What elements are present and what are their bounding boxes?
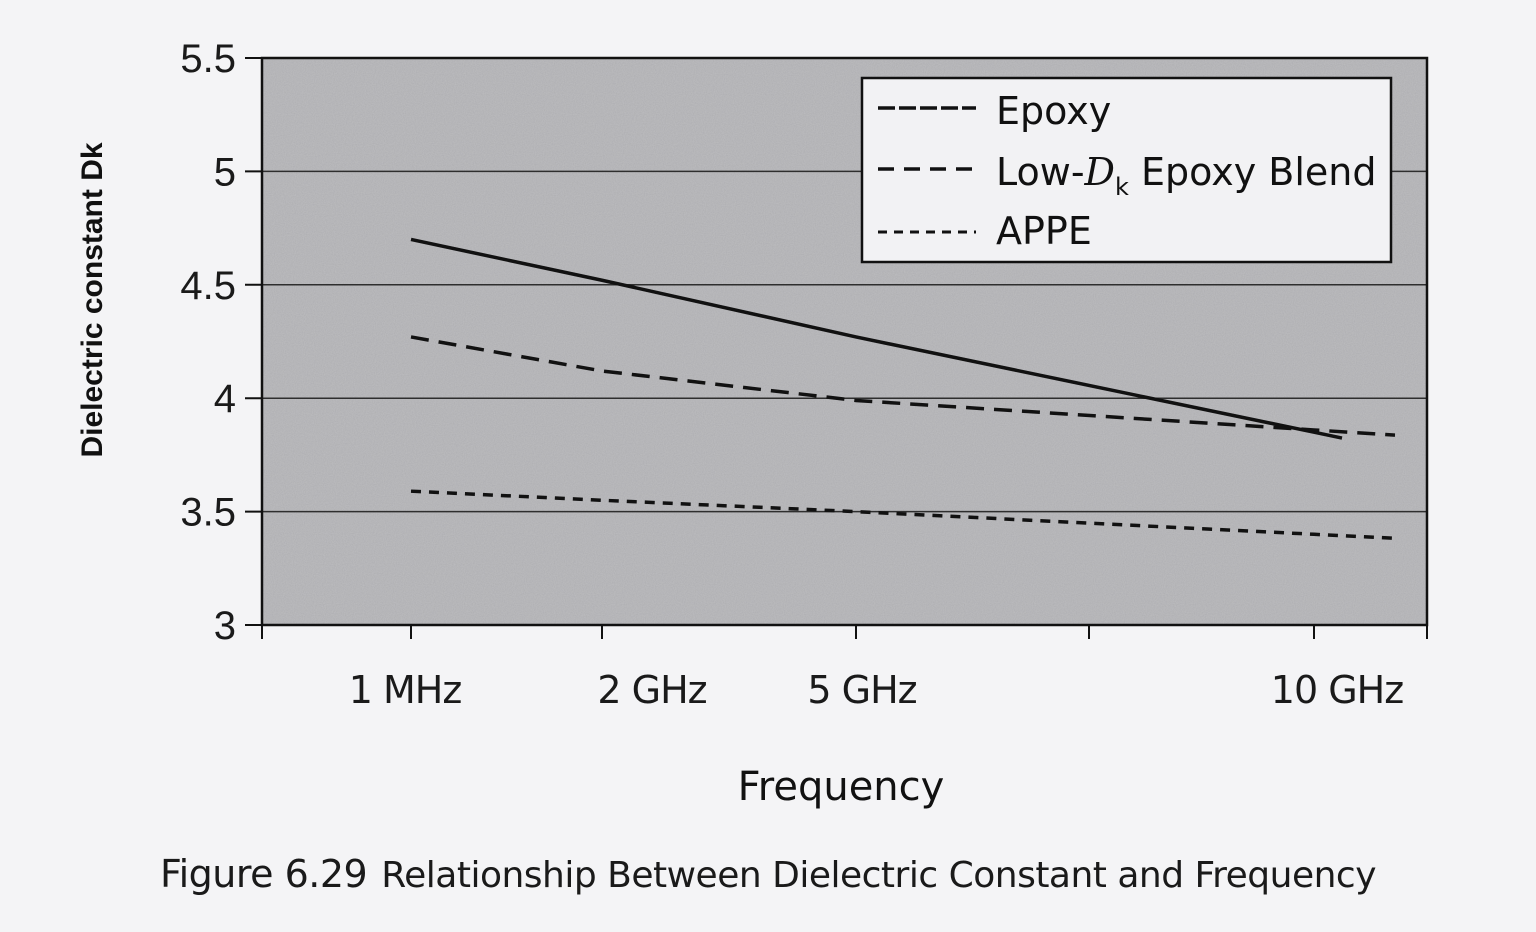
series-line-low-dk-epoxy-blend	[410, 335, 1396, 437]
x-tick-label: 10 GHz	[1271, 668, 1403, 712]
legend: Epoxy Low-Dk Epoxy Blend APPE	[860, 76, 1393, 264]
y-axis-title: Dielectric constant Dk	[76, 142, 109, 457]
series-line-appe	[410, 489, 1396, 541]
x-tick-label: 1 MHz	[349, 668, 462, 712]
figure-number: Figure 6.29	[160, 852, 368, 896]
x-axis-ticks	[261, 625, 1428, 639]
y-tick-label: 5.5	[180, 37, 236, 81]
legend-label-appe: APPE	[996, 209, 1092, 253]
legend-label-epoxy: Epoxy	[996, 89, 1111, 133]
series-line-epoxy	[410, 237, 1343, 440]
x-tick-label: 2 GHz	[597, 668, 706, 712]
legend-label-low-dk-epoxy-blend: Low-Dk Epoxy Blend	[996, 150, 1376, 201]
x-axis-labels: 1 MHz 2 GHz 5 GHz 10 GHz	[349, 668, 1405, 712]
y-tick-label: 3	[214, 604, 236, 648]
x-axis-title: Frequency	[738, 764, 945, 810]
y-tick-label: 5	[214, 150, 236, 194]
plot-frame	[260, 56, 1429, 627]
y-tick-label: 4	[214, 377, 236, 421]
figure-caption: Figure 6.29 Relationship Between Dielectr…	[160, 852, 1377, 896]
data-series	[410, 237, 1396, 541]
figure-caption-text: Relationship Between Dielectric Constant…	[381, 855, 1377, 896]
y-tick-label: 4.5	[180, 264, 236, 308]
y-tick-label: 3.5	[180, 491, 236, 535]
y-axis: 5.5 5 4.5 4 3.5 3	[180, 37, 262, 648]
x-tick-label: 5 GHz	[807, 668, 916, 712]
